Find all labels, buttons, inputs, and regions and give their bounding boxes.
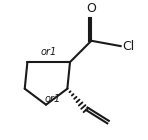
Text: Cl: Cl: [122, 40, 134, 53]
Text: or1: or1: [40, 47, 57, 57]
Text: or1: or1: [44, 94, 61, 104]
Text: O: O: [86, 3, 96, 15]
